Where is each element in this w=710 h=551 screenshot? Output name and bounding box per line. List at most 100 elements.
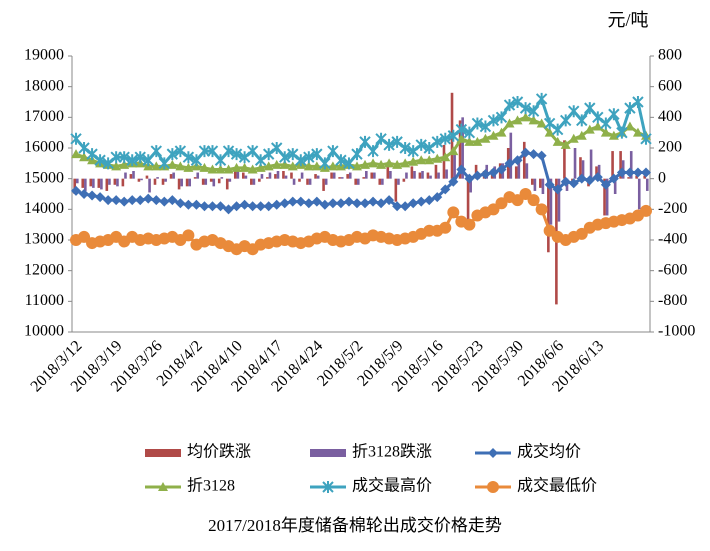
marker (303, 161, 314, 171)
marker (415, 138, 427, 151)
bar (161, 178, 165, 185)
y-tick-label: 16000 (24, 139, 64, 156)
marker (287, 161, 298, 171)
marker (182, 151, 195, 164)
bar (469, 178, 472, 193)
marker (271, 159, 282, 169)
marker (392, 159, 403, 169)
marker (624, 167, 635, 178)
y2-tick-label: -600 (658, 261, 687, 278)
bar (421, 171, 424, 179)
bar (509, 132, 513, 179)
marker (560, 114, 572, 127)
marker (576, 130, 587, 140)
bar (220, 177, 224, 179)
y-tick-label: 19000 (24, 47, 64, 64)
y2-tick-label: 200 (658, 139, 682, 156)
legend-label: 均价跌涨 (187, 443, 251, 461)
marker (70, 132, 82, 145)
bar (193, 177, 197, 179)
bar (164, 178, 167, 182)
marker (71, 149, 82, 159)
marker (263, 161, 274, 171)
marker (584, 124, 595, 134)
bar (105, 178, 109, 191)
marker (263, 201, 274, 212)
marker (191, 199, 202, 210)
bar (330, 172, 333, 179)
marker (535, 92, 548, 105)
marker (151, 161, 162, 171)
bar (188, 178, 192, 187)
bar (258, 178, 261, 182)
bar (121, 178, 125, 187)
marker (576, 114, 588, 127)
marker (199, 201, 210, 212)
marker (79, 189, 90, 199)
marker (376, 198, 387, 209)
marker (303, 198, 314, 209)
marker (455, 123, 468, 136)
marker (174, 145, 187, 158)
marker (271, 199, 282, 210)
marker (592, 172, 603, 183)
marker (167, 195, 178, 206)
marker (327, 145, 339, 158)
bar (116, 178, 119, 187)
bar (597, 164, 601, 179)
marker (311, 196, 322, 207)
marker (71, 185, 82, 196)
marker (632, 167, 643, 178)
marker (360, 198, 371, 209)
marker (239, 162, 250, 172)
bar (212, 178, 216, 187)
marker (351, 148, 363, 161)
bar (362, 177, 366, 179)
bar (252, 178, 256, 185)
bar (453, 151, 456, 179)
y-tick-label: 10000 (24, 323, 64, 340)
marker (111, 195, 122, 206)
marker (527, 105, 540, 118)
bar (244, 175, 248, 179)
marker (118, 151, 130, 164)
bar (276, 171, 280, 179)
marker (135, 195, 146, 206)
marker (343, 157, 355, 170)
marker (303, 151, 315, 164)
bar (332, 172, 336, 179)
marker (239, 199, 250, 210)
bar (629, 151, 633, 179)
bar (381, 178, 384, 185)
marker (447, 206, 460, 219)
marker (408, 198, 419, 209)
bar (517, 161, 521, 179)
marker (600, 179, 611, 190)
marker (376, 159, 387, 169)
bar (643, 175, 646, 179)
marker (407, 145, 419, 158)
marker (134, 151, 146, 164)
marker (608, 173, 619, 184)
bar (405, 172, 408, 179)
marker (360, 159, 371, 169)
marker (199, 162, 210, 172)
marker (368, 196, 379, 207)
bar (354, 178, 357, 185)
bar (196, 172, 200, 179)
bar (260, 174, 264, 179)
bar (300, 172, 304, 179)
marker (392, 201, 403, 212)
marker (79, 152, 90, 162)
marker (584, 102, 596, 115)
bar (314, 174, 317, 179)
marker (311, 148, 323, 161)
marker (215, 201, 226, 212)
marker (279, 198, 290, 209)
marker (287, 196, 298, 207)
marker (439, 132, 451, 145)
bar (76, 178, 79, 184)
bar (445, 169, 448, 179)
bar (458, 120, 462, 179)
marker (488, 448, 498, 458)
